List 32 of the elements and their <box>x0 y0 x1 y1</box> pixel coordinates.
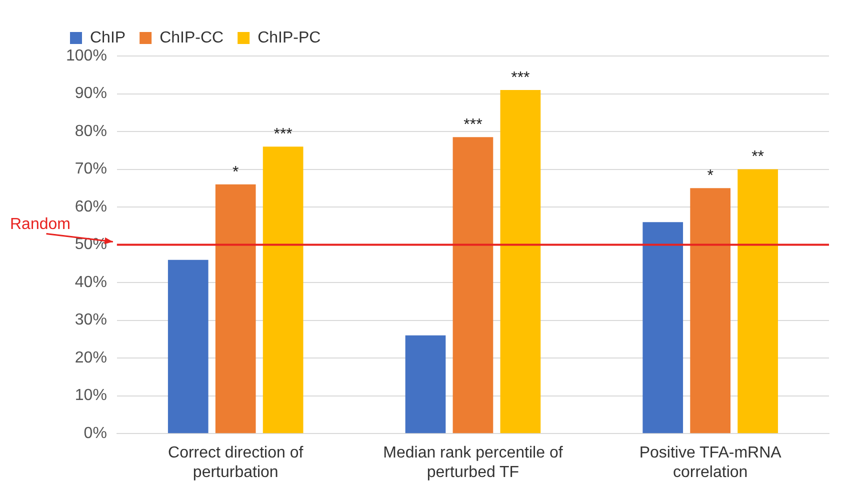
ref-line-label: Random <box>10 216 70 234</box>
bar <box>168 260 208 434</box>
legend-label: ChIP <box>90 29 126 46</box>
data-label: * <box>232 164 239 181</box>
y-tick-label: 0% <box>84 425 107 442</box>
data-label: *** <box>511 69 530 86</box>
y-tick-label: 80% <box>74 122 107 140</box>
y-tick-label: 20% <box>74 349 107 366</box>
bar <box>738 169 778 434</box>
bar <box>405 335 446 434</box>
y-tick-label: 40% <box>74 274 107 291</box>
bar <box>642 222 684 434</box>
y-tick-label: 70% <box>74 160 107 178</box>
bar <box>690 188 730 434</box>
x-tick-label: Median rank percentile of perturbed TF <box>383 444 564 481</box>
bar <box>215 184 256 434</box>
legend-label: ChIP-CC <box>160 29 224 46</box>
data-label: ** <box>752 148 764 166</box>
data-label: *** <box>464 116 482 134</box>
y-tick-label: 30% <box>74 312 107 329</box>
data-label: * <box>707 168 714 185</box>
bar <box>452 137 494 434</box>
legend-label: ChIP-PC <box>258 29 321 46</box>
x-tick-label: Correct direction of perturbation <box>168 444 304 481</box>
y-tick-label: 60% <box>74 198 107 216</box>
x-tick-label: Positive TFA-mRNA correlation <box>639 444 782 481</box>
y-tick-label: 10% <box>74 387 107 404</box>
bar <box>262 146 304 434</box>
y-tick-label: 90% <box>74 85 107 102</box>
bar <box>500 90 541 434</box>
y-tick-label: 100% <box>66 47 107 64</box>
data-label: *** <box>274 126 292 144</box>
